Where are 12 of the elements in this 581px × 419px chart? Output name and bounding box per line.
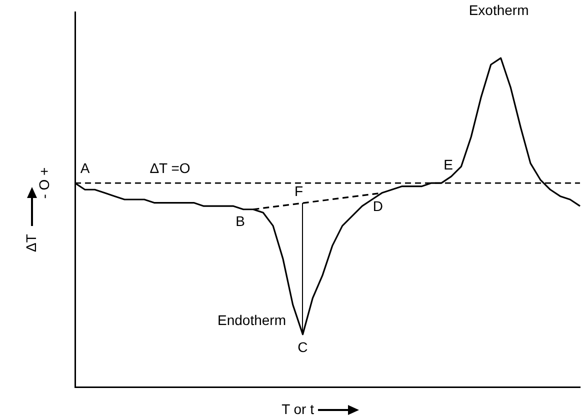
x-axis-title: T or t (282, 400, 314, 417)
text: - O + (36, 167, 52, 199)
y-axis-title: ΔT (22, 234, 39, 252)
annotation: C (298, 339, 308, 356)
annotation: F (294, 182, 304, 199)
text: Exotherm (468, 2, 529, 18)
annotation: D (372, 198, 384, 214)
annotation: B (236, 213, 246, 230)
annotation: A (80, 160, 90, 176)
annotation: E (444, 156, 453, 172)
annotation: Endotherm (218, 312, 286, 328)
ref-line-label: ΔT =O (150, 160, 190, 176)
